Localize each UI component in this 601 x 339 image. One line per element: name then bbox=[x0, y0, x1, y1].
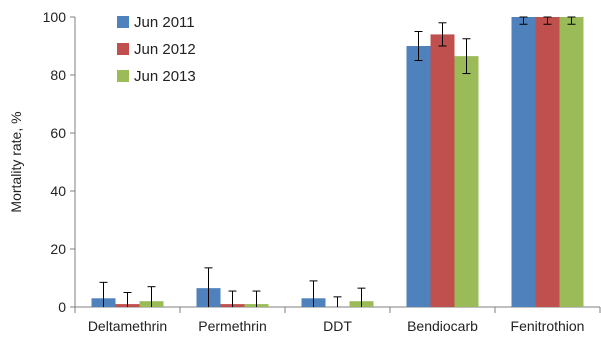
bar bbox=[559, 17, 584, 307]
legend-label: Jun 2012 bbox=[134, 41, 196, 58]
bar bbox=[430, 34, 455, 308]
x-tick-label: Deltamethrin bbox=[88, 318, 167, 334]
legend-swatch bbox=[117, 43, 129, 55]
x-tick-label: DDT bbox=[323, 318, 352, 334]
legend-swatch bbox=[117, 16, 129, 28]
x-tick-label: Fenitrothion bbox=[511, 318, 585, 334]
y-axis: 0 20 40 60 80 100 bbox=[43, 9, 76, 315]
y-tick-label: 100 bbox=[43, 9, 67, 25]
bar bbox=[454, 56, 479, 308]
legend-label: Jun 2013 bbox=[134, 68, 196, 85]
x-tick-label: Bendiocarb bbox=[407, 318, 478, 334]
y-tick-label: 40 bbox=[50, 183, 66, 199]
y-tick-label: 20 bbox=[50, 241, 66, 257]
bar bbox=[535, 17, 560, 307]
y-axis-title: Mortality rate, % bbox=[8, 111, 24, 212]
x-axis: Deltamethrin Permethrin DDT Bendiocarb Fenit… bbox=[74, 306, 601, 334]
y-tick-label: 60 bbox=[50, 125, 66, 141]
x-tick-label: Permethrin bbox=[198, 318, 266, 334]
y-tick-label: 80 bbox=[50, 67, 66, 83]
error-bars bbox=[99, 16, 576, 307]
legend-swatch bbox=[117, 70, 129, 82]
legend-label: Jun 2011 bbox=[134, 14, 195, 31]
bar bbox=[406, 46, 431, 307]
legend: Jun 2011 Jun 2012 Jun 2013 bbox=[117, 14, 196, 85]
y-tick-label: 0 bbox=[58, 299, 66, 315]
bar bbox=[511, 17, 536, 307]
bars bbox=[91, 17, 584, 308]
